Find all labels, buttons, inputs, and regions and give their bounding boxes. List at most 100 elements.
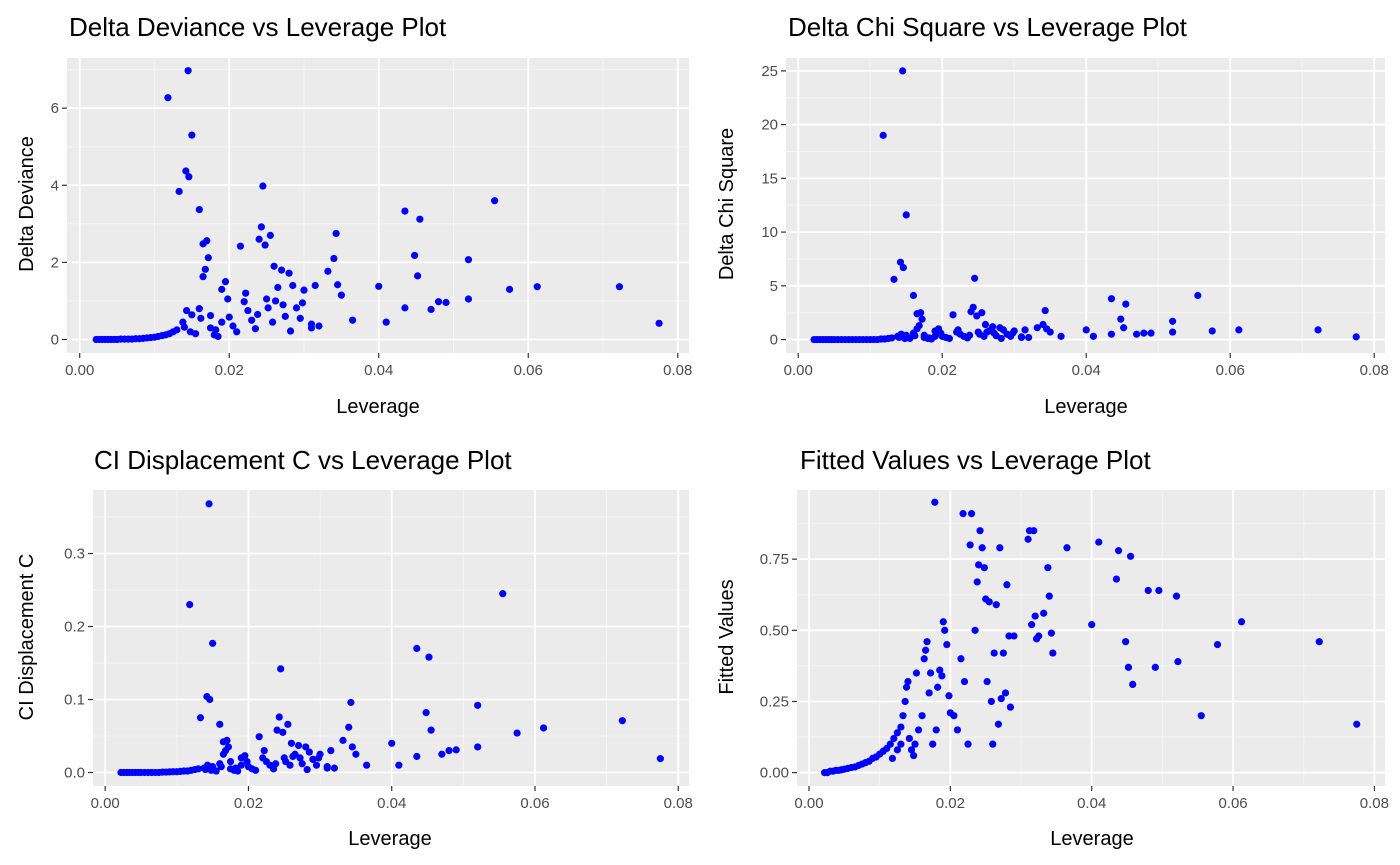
data-point bbox=[233, 328, 241, 336]
data-point bbox=[897, 740, 905, 748]
data-point bbox=[184, 67, 192, 75]
data-point bbox=[1174, 658, 1182, 666]
data-point bbox=[214, 332, 222, 341]
data-point bbox=[1140, 329, 1148, 337]
data-point bbox=[413, 644, 421, 653]
data-point bbox=[902, 211, 910, 219]
data-point bbox=[300, 286, 308, 294]
data-point bbox=[185, 173, 193, 181]
data-point bbox=[219, 750, 227, 758]
data-point bbox=[324, 267, 332, 275]
data-point bbox=[1107, 295, 1116, 303]
data-point bbox=[347, 698, 355, 707]
y-tick-label: 0.2 bbox=[64, 619, 85, 636]
data-point bbox=[939, 618, 947, 626]
y-tick-label: 25 bbox=[761, 63, 778, 80]
y-tick-label: 0.25 bbox=[760, 693, 789, 710]
y-tick-label: 15 bbox=[761, 170, 778, 187]
data-point bbox=[1117, 315, 1125, 323]
y-tick-label: 20 bbox=[761, 117, 778, 134]
data-point bbox=[929, 740, 937, 748]
data-point bbox=[931, 332, 939, 340]
data-point bbox=[197, 314, 205, 322]
data-point bbox=[303, 765, 311, 774]
data-point bbox=[1033, 324, 1041, 332]
data-point bbox=[196, 714, 205, 722]
data-point bbox=[967, 510, 976, 518]
data-point bbox=[226, 757, 235, 766]
data-point bbox=[223, 736, 231, 744]
data-point bbox=[212, 326, 220, 334]
data-point bbox=[285, 269, 293, 277]
data-point bbox=[890, 734, 898, 743]
data-point bbox=[1197, 712, 1205, 720]
data-point bbox=[539, 724, 548, 732]
x-tick-label: 0.00 bbox=[794, 795, 823, 812]
data-point bbox=[932, 726, 940, 734]
data-point bbox=[945, 692, 953, 700]
data-point bbox=[655, 319, 663, 327]
data-point bbox=[218, 285, 226, 293]
data-point bbox=[279, 728, 287, 736]
data-point bbox=[923, 638, 931, 646]
data-point bbox=[248, 316, 256, 324]
data-point bbox=[888, 334, 896, 342]
data-point bbox=[499, 590, 507, 598]
data-point bbox=[905, 734, 913, 743]
data-point bbox=[1155, 586, 1163, 595]
data-point bbox=[307, 324, 316, 332]
data-point bbox=[1352, 333, 1360, 341]
data-point bbox=[251, 325, 259, 333]
data-point bbox=[199, 273, 207, 281]
data-point bbox=[491, 197, 499, 205]
x-tick-label: 0.02 bbox=[928, 362, 957, 379]
data-point bbox=[505, 285, 514, 293]
data-point bbox=[186, 601, 194, 609]
plot-area: 0.00 0.02 0.04 0.06 0.08 0.00 0.25 0.50 0.75 bbox=[760, 490, 1389, 812]
data-point bbox=[1001, 689, 1010, 697]
data-point bbox=[978, 309, 986, 317]
data-point bbox=[975, 561, 983, 569]
data-point bbox=[513, 729, 521, 737]
data-point bbox=[281, 312, 289, 320]
data-point bbox=[1046, 328, 1054, 336]
data-point bbox=[938, 672, 946, 680]
data-point bbox=[289, 752, 297, 761]
x-tick-label: 0.02 bbox=[234, 795, 263, 812]
y-tick-label: 0.0 bbox=[64, 764, 85, 781]
data-point bbox=[216, 720, 224, 728]
data-point bbox=[1315, 638, 1323, 646]
data-point bbox=[268, 318, 277, 326]
data-point bbox=[236, 242, 245, 250]
scatter-points bbox=[92, 67, 663, 344]
y-tick-label: 2 bbox=[51, 254, 59, 271]
x-tick-label: 0.00 bbox=[784, 362, 813, 379]
data-point bbox=[957, 655, 965, 663]
data-point bbox=[1088, 621, 1096, 629]
data-point bbox=[217, 763, 225, 771]
plot-area: 0.00 0.02 0.04 0.06 0.08 0.0 0.1 0.2 0.3 bbox=[64, 490, 693, 812]
data-point bbox=[1021, 326, 1029, 334]
data-point bbox=[464, 295, 473, 303]
data-point bbox=[224, 295, 232, 303]
data-point bbox=[252, 766, 260, 774]
data-point bbox=[997, 334, 1005, 343]
delta-deviance-chart: 0.00 0.02 0.04 0.06 0.08 0 2 4 6 Delta Deviance … bbox=[16, 12, 692, 418]
chart-title: CI Displacement C vs Leverage Plot bbox=[94, 445, 512, 475]
data-point bbox=[1124, 663, 1133, 671]
data-point bbox=[996, 544, 1004, 552]
data-point bbox=[330, 254, 338, 263]
data-point bbox=[909, 291, 918, 300]
data-point bbox=[337, 291, 345, 299]
data-point bbox=[195, 205, 203, 214]
data-point bbox=[618, 717, 626, 725]
data-point bbox=[922, 646, 930, 654]
data-point bbox=[911, 332, 919, 340]
data-point bbox=[893, 729, 901, 737]
data-point bbox=[452, 746, 460, 754]
data-point bbox=[896, 258, 905, 266]
data-point bbox=[902, 683, 911, 691]
y-tick-label: 0.50 bbox=[760, 622, 789, 639]
y-tick-label: 5 bbox=[770, 278, 778, 295]
